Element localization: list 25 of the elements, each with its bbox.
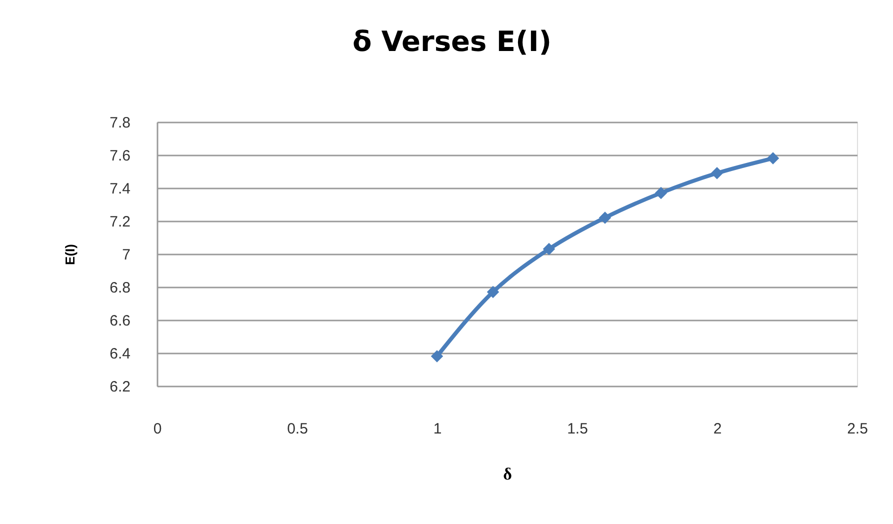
x-tick-label: 0.5	[287, 420, 308, 438]
point	[710, 167, 724, 180]
y-tick-label: 6.8	[110, 280, 130, 296]
y-axis-title: E(I)	[62, 244, 78, 265]
y-tick-label: 7	[122, 246, 130, 264]
y-tick-label: 7.4	[110, 180, 130, 198]
x-tick-label: 1	[433, 420, 442, 438]
y-tick-label: 7.6	[110, 148, 130, 164]
y-tick-label: 7.2	[110, 214, 130, 230]
x-tick-label: 2.5	[847, 420, 868, 438]
point	[430, 350, 444, 362]
x-tick-label: 1.5	[567, 420, 588, 438]
point	[766, 152, 780, 164]
x-axis-title: δ	[503, 464, 512, 484]
point	[542, 242, 556, 256]
y-tick-label: 6.6	[110, 312, 130, 330]
x-tick-label: 2	[713, 420, 722, 438]
point	[654, 186, 668, 200]
y-tick-label: 6.4	[110, 346, 130, 362]
chart-title: δ Verses E(I)	[352, 25, 552, 58]
point	[598, 212, 612, 224]
point	[486, 286, 500, 298]
y-tick-label: 6.2	[110, 378, 130, 396]
y-tick-label: 7.8	[110, 114, 130, 132]
x-tick-label: 0	[153, 420, 162, 438]
